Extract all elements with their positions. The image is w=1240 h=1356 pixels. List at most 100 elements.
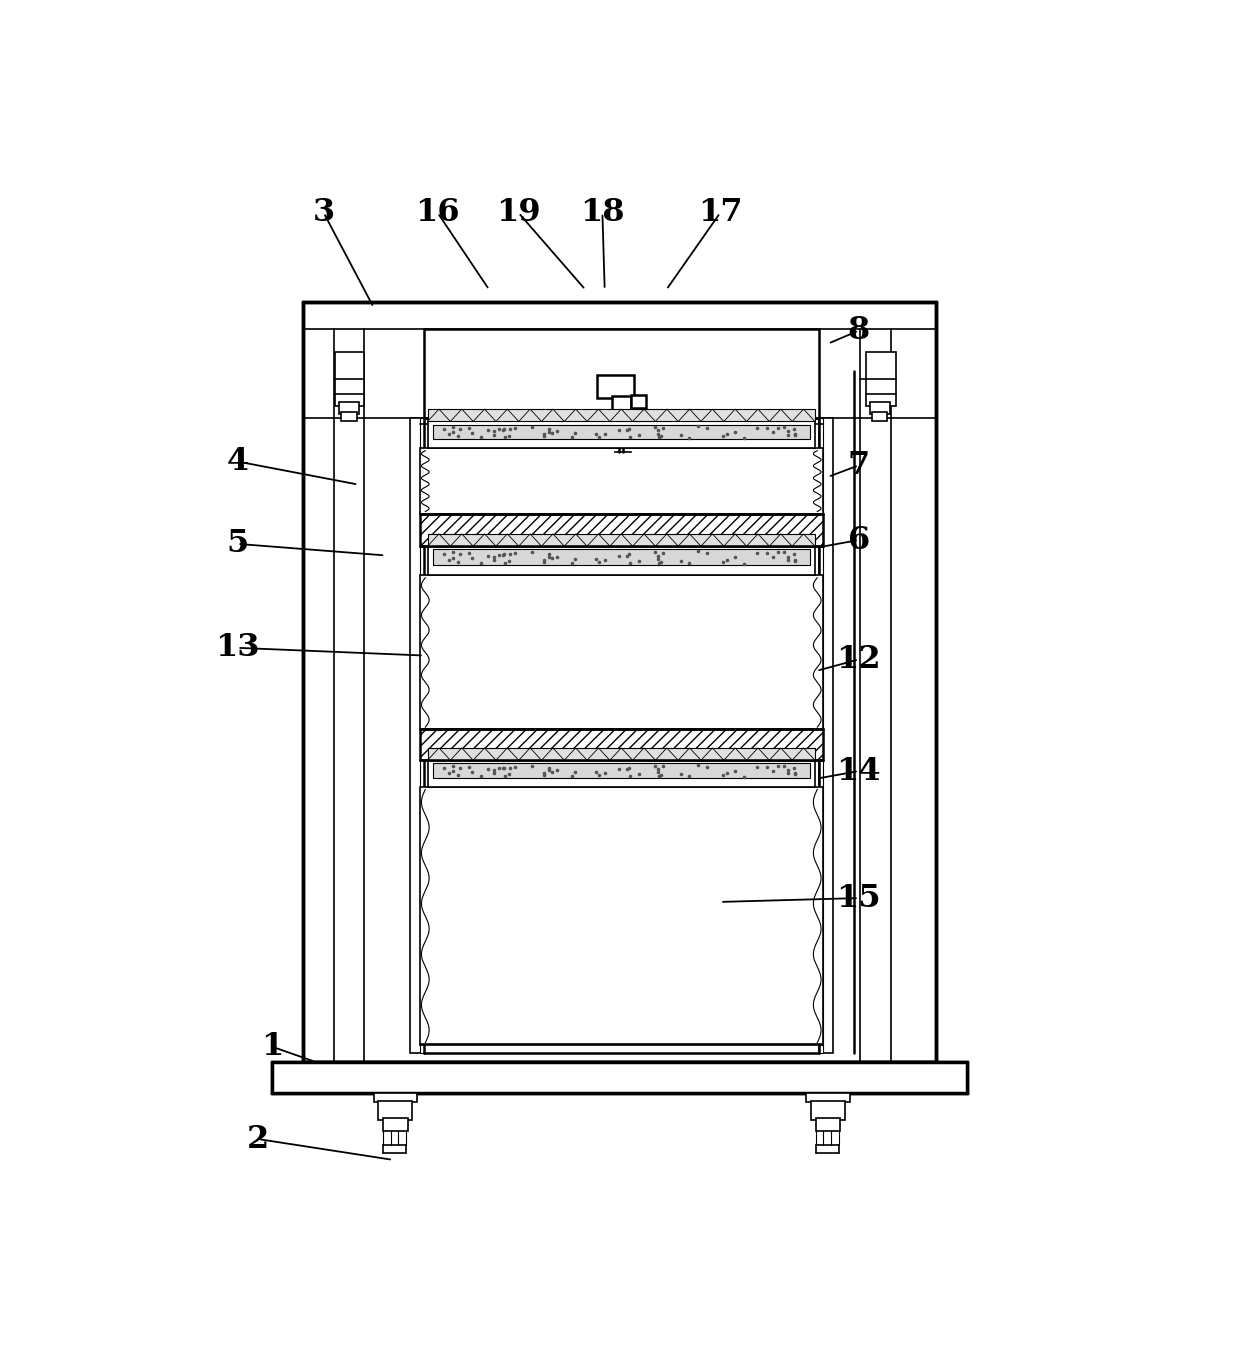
Point xyxy=(494,758,513,780)
Point xyxy=(647,423,667,445)
Point xyxy=(746,757,766,778)
Point xyxy=(589,552,609,574)
Point xyxy=(484,420,503,442)
Text: 18: 18 xyxy=(580,197,625,228)
Text: 1: 1 xyxy=(260,1031,283,1062)
Point xyxy=(522,541,542,563)
Point xyxy=(672,549,692,571)
Point xyxy=(785,762,805,784)
Point xyxy=(652,416,672,438)
Point xyxy=(565,548,585,570)
Point xyxy=(494,757,513,778)
Point xyxy=(725,422,745,443)
Text: 3: 3 xyxy=(312,197,335,228)
Point xyxy=(717,549,737,571)
Point xyxy=(697,542,717,564)
Bar xyxy=(424,330,818,418)
Point xyxy=(494,419,513,441)
Point xyxy=(646,755,666,777)
Point xyxy=(589,426,609,447)
Point xyxy=(746,542,766,564)
Point xyxy=(498,763,518,785)
Point xyxy=(505,757,525,778)
Point xyxy=(779,549,799,571)
Text: 15: 15 xyxy=(837,883,882,914)
Point xyxy=(484,549,503,571)
Point xyxy=(477,758,497,780)
Point xyxy=(616,758,636,780)
Point xyxy=(444,546,464,568)
Point xyxy=(448,551,467,572)
Point xyxy=(587,762,606,784)
Point xyxy=(784,542,804,564)
Text: 5: 5 xyxy=(226,529,248,560)
Bar xyxy=(428,410,815,422)
Point xyxy=(616,419,636,441)
Point xyxy=(688,415,708,437)
Point xyxy=(713,551,733,572)
Bar xyxy=(631,395,646,408)
Point xyxy=(448,426,467,447)
Point xyxy=(774,541,794,563)
Point xyxy=(758,418,777,439)
Point xyxy=(774,416,794,438)
Point xyxy=(539,542,559,564)
Point xyxy=(758,757,777,778)
Point xyxy=(763,420,782,442)
Point xyxy=(522,416,542,438)
Point xyxy=(589,765,609,786)
Text: 4: 4 xyxy=(226,446,248,477)
Point xyxy=(484,762,503,784)
Point xyxy=(444,761,464,782)
Point xyxy=(477,545,497,567)
Bar xyxy=(867,353,895,405)
Point xyxy=(595,549,615,571)
Point xyxy=(620,552,640,574)
Bar xyxy=(433,549,810,565)
Bar xyxy=(341,412,357,422)
Point xyxy=(500,419,520,441)
Point xyxy=(734,553,754,575)
Point xyxy=(717,762,737,784)
Bar xyxy=(272,1062,967,1093)
Point xyxy=(498,551,518,572)
Point xyxy=(522,755,542,777)
Point xyxy=(459,757,479,778)
Point xyxy=(495,765,515,786)
Bar xyxy=(373,1093,417,1102)
Point xyxy=(547,759,567,781)
Bar xyxy=(420,730,822,761)
Point xyxy=(777,545,797,567)
Point xyxy=(763,759,782,781)
Point xyxy=(490,419,510,441)
Point xyxy=(484,759,503,781)
Point xyxy=(539,757,559,778)
Point xyxy=(539,546,559,568)
Point xyxy=(565,761,585,782)
Bar xyxy=(339,403,360,414)
Point xyxy=(610,419,630,441)
Point xyxy=(620,765,640,786)
Point xyxy=(450,757,470,778)
Bar xyxy=(410,418,424,1052)
Point xyxy=(697,757,717,778)
Bar xyxy=(428,546,815,575)
Point xyxy=(459,418,479,439)
Text: 8: 8 xyxy=(848,315,870,346)
Point xyxy=(619,544,639,565)
Point xyxy=(587,548,606,570)
Point xyxy=(784,418,804,439)
Point xyxy=(542,761,562,782)
Point xyxy=(610,758,630,780)
Point xyxy=(443,416,463,438)
Point xyxy=(758,542,777,564)
Text: 13: 13 xyxy=(216,632,259,663)
Point xyxy=(647,762,667,784)
Text: 7: 7 xyxy=(848,450,870,481)
Text: 19: 19 xyxy=(496,197,541,228)
Text: 12: 12 xyxy=(837,644,882,675)
Point xyxy=(484,546,503,568)
Point xyxy=(619,418,639,439)
Point xyxy=(785,424,805,446)
Point xyxy=(688,540,708,561)
